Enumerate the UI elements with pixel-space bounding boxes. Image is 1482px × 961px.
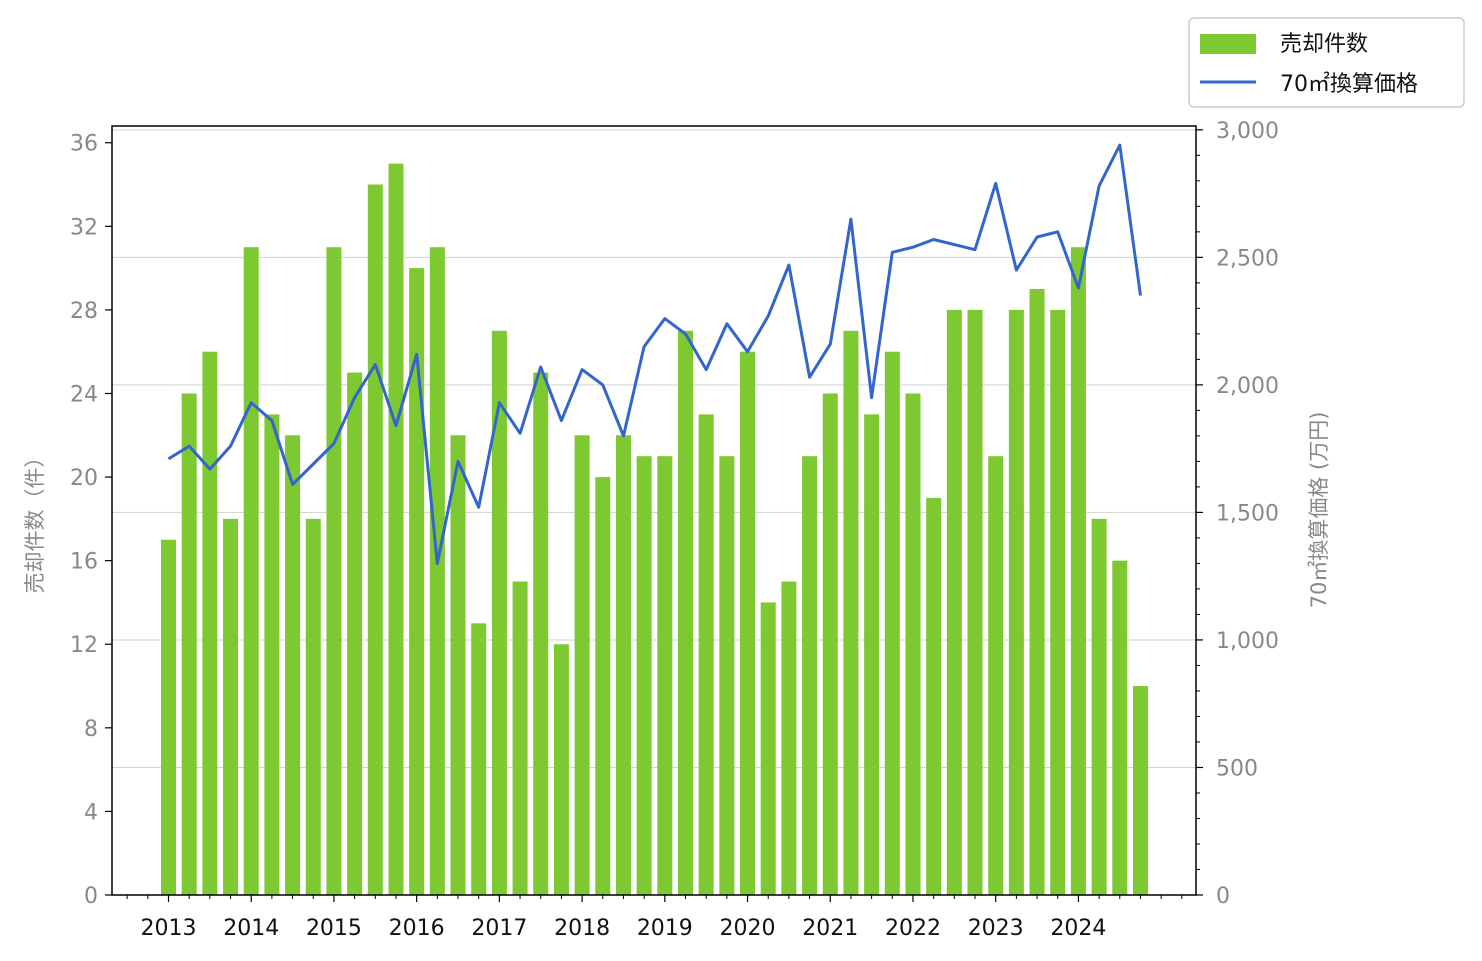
x-tick-label: 2019: [637, 916, 693, 941]
bar-2024Q4: [1132, 686, 1148, 895]
bar-2020Q3: [781, 581, 797, 895]
bar-2020Q2: [760, 602, 776, 895]
bar-2018Q4: [636, 456, 652, 895]
bar-2019Q2: [678, 330, 693, 895]
bar-2021Q2: [843, 330, 859, 895]
bar-2018Q1: [574, 435, 590, 895]
right-tick-label: 3,000: [1216, 119, 1279, 144]
bar-2021Q1: [822, 393, 838, 895]
bar-2021Q3: [864, 414, 880, 895]
bar-2016Q3: [450, 435, 466, 895]
bar-2017Q3: [533, 372, 549, 895]
legend-label-line: 70㎡換算価格: [1280, 71, 1418, 97]
left-tick-label: 32: [70, 215, 98, 240]
bar-2023Q1: [988, 456, 1004, 895]
x-tick-label: 2018: [554, 916, 610, 941]
left-tick-label: 4: [84, 800, 98, 825]
bar-series: [161, 163, 1148, 896]
right-tick-label: 2,500: [1216, 246, 1279, 271]
left-tick-label: 36: [70, 132, 98, 157]
bar-2016Q4: [471, 623, 487, 895]
left-tick-label: 0: [84, 884, 98, 909]
bar-2015Q1: [326, 247, 342, 896]
bar-2022Q3: [946, 309, 962, 895]
bar-2024Q1: [1070, 247, 1086, 896]
left-tick-label: 16: [70, 550, 98, 575]
bar-2021Q4: [884, 351, 900, 895]
bar-2017Q1: [491, 330, 507, 895]
x-tick-label: 2015: [306, 916, 362, 941]
x-axis: 2013 2014 2015 2016 2017 2018 2019 2020 2021 2022…: [126, 895, 1183, 941]
bar-2020Q4: [802, 456, 818, 895]
bar-2022Q2: [926, 497, 942, 895]
x-tick-label: 2016: [389, 916, 445, 941]
left-tick-label: 12: [70, 633, 98, 658]
bar-2014Q4: [305, 518, 321, 895]
bar-2022Q4: [967, 309, 983, 895]
bar-2023Q3: [1029, 288, 1045, 895]
bar-2013Q1: [161, 539, 176, 895]
bar-2014Q1: [243, 247, 259, 896]
bar-2018Q3: [615, 435, 631, 895]
left-y-axis: 0 4 8 12 16 20 24 28 32 36: [70, 132, 112, 909]
bar-2020Q1: [740, 351, 756, 895]
bar-2018Q2: [595, 477, 611, 895]
right-tick-label: 500: [1216, 756, 1258, 781]
bar-2023Q2: [1008, 309, 1024, 895]
bar-2014Q2: [264, 414, 280, 895]
bar-2016Q1: [409, 268, 425, 895]
legend: 売却件数 70㎡換算価格: [1188, 17, 1465, 108]
right-tick-label: 2,000: [1216, 374, 1279, 399]
plot-frame: [111, 125, 1197, 896]
line-series: [167, 143, 1142, 565]
left-tick-label: 20: [70, 466, 98, 491]
bar-2017Q4: [553, 644, 569, 895]
right-tick-label: 0: [1216, 884, 1230, 909]
left-tick-label: 24: [70, 382, 98, 407]
bar-2017Q2: [512, 581, 528, 895]
bar-2024Q2: [1091, 518, 1107, 895]
right-y-axis: 0 500 1,000 1,500 2,000 2,500 3,000: [1196, 119, 1279, 909]
legend-label-bar: 売却件数: [1280, 32, 1368, 57]
right-tick-label: 1,000: [1216, 629, 1279, 654]
x-tick-label: 2017: [471, 916, 527, 941]
bar-2019Q3: [698, 414, 714, 895]
bar-2013Q3: [202, 351, 218, 895]
x-tick-label: 2021: [802, 916, 858, 941]
left-tick-label: 8: [84, 717, 98, 742]
bar-2024Q3: [1112, 560, 1128, 895]
x-tick-label: 2024: [1050, 916, 1106, 941]
bar-2013Q2: [181, 393, 197, 895]
bar-2023Q4: [1050, 309, 1066, 895]
bar-2015Q2: [347, 372, 363, 895]
bar-2013Q4: [223, 518, 239, 895]
left-axis-title: 売却件数（件）: [23, 447, 47, 594]
x-tick-label: 2013: [141, 916, 197, 941]
bar-2019Q4: [719, 456, 735, 895]
left-tick-label: 28: [70, 299, 98, 324]
price-line: [167, 143, 1142, 565]
bar-2015Q4: [388, 163, 404, 895]
x-tick-label: 2020: [720, 916, 776, 941]
right-tick-label: 1,500: [1216, 501, 1279, 526]
bar-2015Q3: [367, 184, 383, 895]
bar-2016Q2: [429, 247, 445, 896]
bar-2022Q1: [905, 393, 921, 895]
bar-2019Q1: [657, 456, 673, 895]
legend-frame: [1188, 17, 1465, 108]
legend-bar-swatch: [1200, 34, 1256, 54]
x-tick-label: 2023: [968, 916, 1024, 941]
right-axis-title: 70㎡換算価格 (万円): [1307, 412, 1331, 609]
bar-2014Q3: [285, 435, 301, 895]
x-tick-label: 2022: [885, 916, 941, 941]
x-tick-label: 2014: [223, 916, 279, 941]
